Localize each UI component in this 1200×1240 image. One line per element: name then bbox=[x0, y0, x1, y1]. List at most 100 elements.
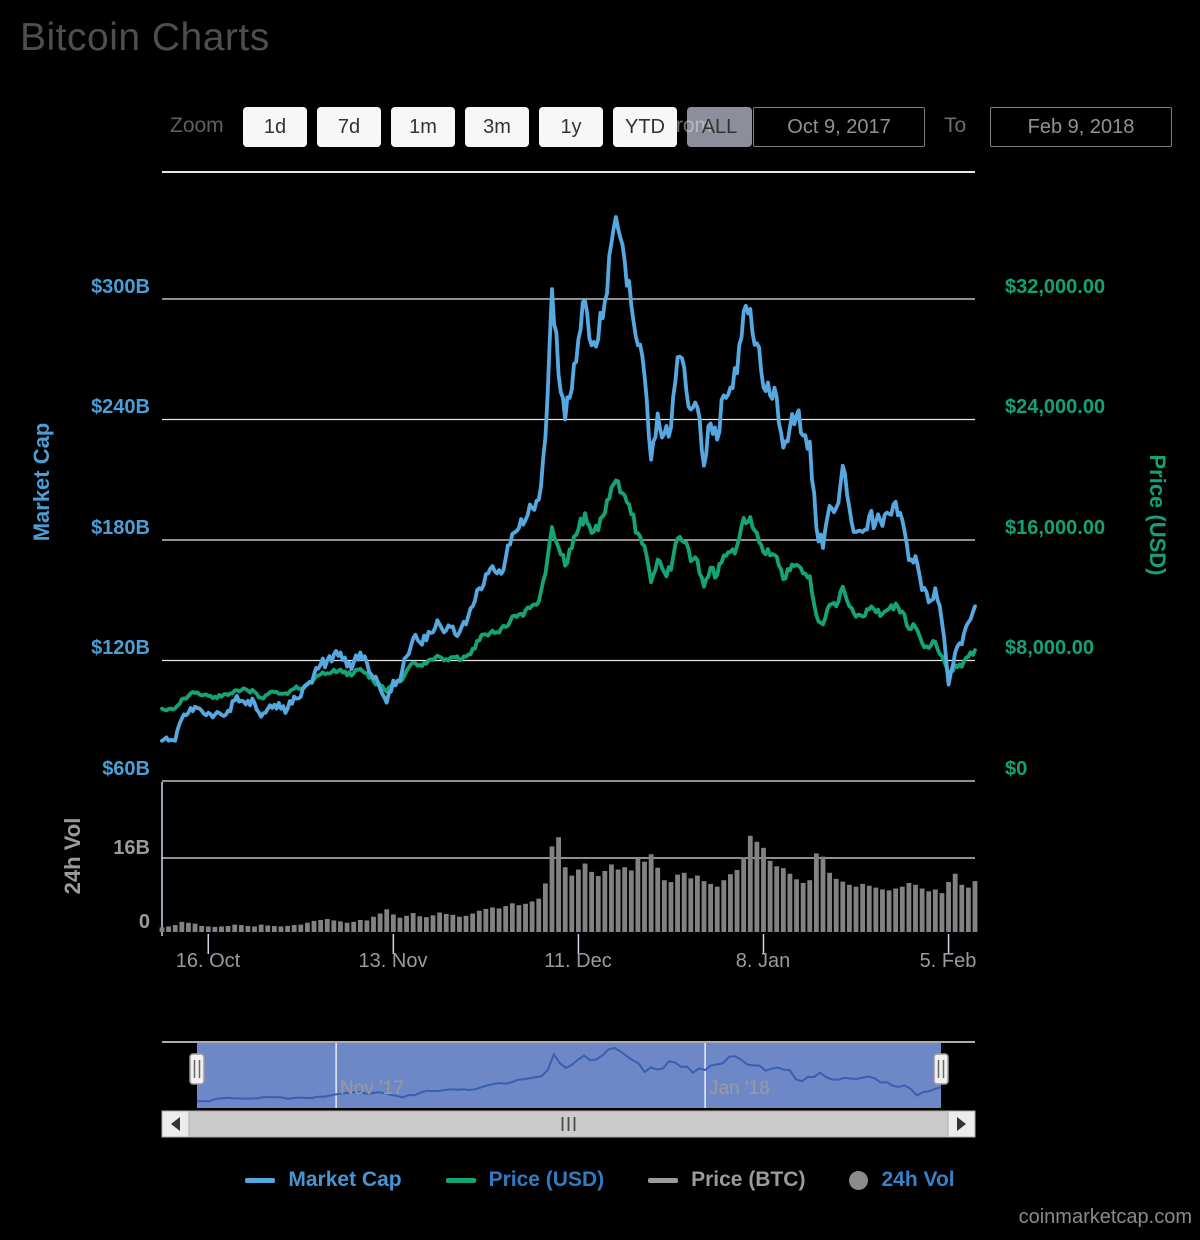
price-btc-swatch-icon bbox=[648, 1177, 679, 1183]
marketcap-tick-label: $120B bbox=[91, 637, 150, 659]
zoom-button-1m[interactable]: 1m bbox=[391, 107, 455, 147]
page-title: Bitcoin Charts bbox=[20, 16, 270, 59]
legend-item-market-cap[interactable]: Market Cap bbox=[245, 1168, 402, 1192]
volume-bar bbox=[595, 876, 601, 932]
volume-bar bbox=[794, 879, 799, 932]
volume-bar bbox=[622, 867, 628, 932]
zoom-button-1y[interactable]: 1y bbox=[539, 107, 603, 147]
volume-bar bbox=[615, 869, 621, 932]
volume-bar bbox=[747, 835, 753, 932]
volume-bar bbox=[589, 871, 595, 932]
legend-label: Market Cap bbox=[288, 1168, 402, 1191]
volume-bar bbox=[351, 921, 357, 932]
zoom-button-7d[interactable]: 7d bbox=[317, 107, 381, 147]
navigator-handle-right[interactable] bbox=[933, 1053, 949, 1085]
volume-bar bbox=[694, 875, 700, 932]
volume-bar bbox=[847, 884, 852, 932]
from-date-input[interactable]: Oct 9, 2017 bbox=[753, 107, 925, 147]
price-usd-series bbox=[160, 478, 977, 713]
volume-bar bbox=[503, 906, 509, 932]
volume-bar bbox=[166, 926, 172, 932]
volume-bar bbox=[800, 882, 806, 932]
market-cap-series bbox=[160, 215, 977, 743]
volume-bar bbox=[476, 910, 482, 932]
volume-bar bbox=[609, 864, 614, 932]
volume-bar bbox=[701, 881, 707, 932]
volume-bar bbox=[873, 887, 879, 932]
volume-bar bbox=[562, 867, 568, 932]
price-axis-title: Price (USD) bbox=[1145, 454, 1170, 576]
volume-bar bbox=[648, 854, 654, 932]
volume-bar bbox=[490, 907, 495, 932]
volume-bar bbox=[728, 874, 733, 932]
volume-bar bbox=[959, 884, 965, 932]
zoom-button-3m[interactable]: 3m bbox=[465, 107, 529, 147]
volume-bar bbox=[774, 866, 780, 932]
zoom-button-ytd[interactable]: YTD bbox=[613, 107, 677, 147]
legend-item-price-usd[interactable]: Price (USD) bbox=[445, 1168, 604, 1192]
volume-bar bbox=[225, 925, 231, 932]
zoom-button-1d[interactable]: 1d bbox=[243, 107, 307, 147]
volume-bar bbox=[271, 925, 277, 932]
price-tick-label: $8,000.00 bbox=[1005, 637, 1094, 659]
volume-bar bbox=[278, 926, 284, 932]
volume-bar bbox=[179, 921, 185, 932]
volume-bar bbox=[668, 882, 674, 932]
volume-bar bbox=[542, 883, 548, 932]
legend: Market Cap Price (USD) Price (BTC) 24h V… bbox=[0, 1168, 1200, 1192]
navigator-series bbox=[197, 1046, 942, 1103]
x-tick-label: 5. Feb bbox=[919, 950, 977, 972]
volume-bar bbox=[463, 915, 469, 932]
volume-bar bbox=[298, 924, 304, 932]
navigator-label-nov17: Nov '17 bbox=[340, 1078, 404, 1099]
legend-item-24h-vol[interactable]: 24h Vol bbox=[849, 1168, 955, 1192]
watermark: coinmarketcap.com bbox=[1018, 1206, 1192, 1228]
volume-tick-label: 0 bbox=[138, 911, 150, 933]
volume-bar bbox=[714, 886, 720, 932]
volume-bar bbox=[688, 878, 694, 932]
volume-swatch-icon bbox=[849, 1170, 869, 1190]
volume-bar bbox=[642, 861, 647, 932]
volume-bar bbox=[734, 870, 740, 932]
volume-bar bbox=[932, 889, 938, 932]
marketcap-tick-label: $300B bbox=[91, 276, 150, 298]
volume-bar bbox=[761, 847, 766, 932]
volume-bar bbox=[430, 915, 436, 932]
volume-bar bbox=[820, 856, 826, 932]
price-tick-label: $0 bbox=[1005, 758, 1028, 780]
volume-bar bbox=[291, 925, 297, 932]
volume-bar bbox=[219, 926, 224, 932]
volume-bar bbox=[331, 920, 337, 932]
marketcap-tick-label: $240B bbox=[91, 396, 150, 418]
legend-item-price-btc[interactable]: Price (BTC) bbox=[648, 1168, 805, 1192]
volume-bar bbox=[556, 837, 561, 932]
volume-bar bbox=[529, 901, 535, 932]
volume-bar bbox=[457, 916, 462, 932]
volume-bar bbox=[357, 919, 363, 932]
volume-bar bbox=[899, 886, 905, 932]
scrollbar-right-arrow-icon bbox=[957, 1117, 966, 1131]
volume-bar bbox=[443, 913, 449, 932]
volume-bar bbox=[470, 913, 476, 932]
volume-bar bbox=[232, 924, 238, 932]
market-cap-swatch-icon bbox=[245, 1177, 276, 1183]
volume-bar bbox=[913, 884, 918, 932]
volume-bar bbox=[840, 881, 846, 932]
volume-bar bbox=[767, 860, 773, 932]
volume-bar bbox=[238, 925, 244, 932]
volume-bar bbox=[305, 922, 310, 932]
zoom-button-all[interactable]: ALL bbox=[687, 107, 752, 147]
volume-bar bbox=[364, 920, 370, 932]
volume-bar bbox=[926, 891, 932, 932]
volume-bar bbox=[833, 878, 839, 932]
volume-bar bbox=[384, 909, 390, 932]
scrollbar-right-button[interactable] bbox=[947, 1110, 976, 1138]
volume-bar bbox=[265, 925, 271, 932]
volume-bar bbox=[410, 913, 416, 932]
navigator-handle-left[interactable] bbox=[189, 1053, 205, 1085]
to-date-input[interactable]: Feb 9, 2018 bbox=[990, 107, 1172, 147]
x-tick-label: 11. Dec bbox=[544, 950, 612, 972]
volume-bar bbox=[708, 883, 714, 932]
volume-bar bbox=[741, 857, 747, 932]
